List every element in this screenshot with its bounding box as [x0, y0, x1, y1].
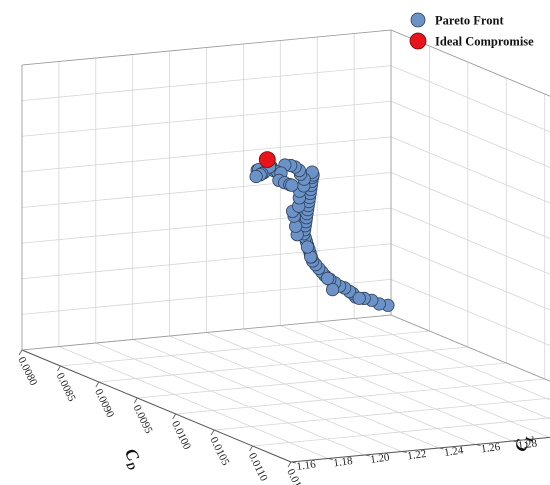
- back-wall-grid-line: [390, 172, 550, 240]
- floor-grid-line: [132, 339, 402, 452]
- legend: Pareto Front Ideal Compromise: [409, 12, 534, 50]
- legend-label-pareto-front: Pareto Front: [435, 14, 504, 28]
- x-axis-title: CD: [118, 445, 146, 472]
- wall-edge: [21, 29, 392, 66]
- axes-frame: [18, 29, 550, 468]
- x-tick-mark: [210, 429, 215, 436]
- y-tick-label: 1.24: [443, 444, 464, 459]
- floor-grid-line: [317, 321, 550, 420]
- data-points: [249, 151, 395, 312]
- y-tick-label: 1.28: [517, 437, 538, 452]
- y-tick-label: 1.26: [480, 441, 501, 456]
- x-tick-label: 0.0080: [15, 355, 39, 388]
- y-tick-mark: [512, 440, 518, 443]
- x-tick-mark: [249, 445, 253, 452]
- floor-grid-line: [243, 328, 513, 442]
- x-tick-mark: [18, 349, 23, 356]
- pareto-front-point: [285, 178, 299, 192]
- wall-edge: [390, 29, 550, 97]
- y-tick-mark: [327, 458, 333, 460]
- left-wall-grid-line: [21, 65, 392, 102]
- x-tick-mark: [57, 365, 61, 372]
- left-wall-grid-line: [21, 243, 392, 280]
- y-tick-mark: [401, 451, 407, 453]
- floor-grid-line: [95, 342, 365, 456]
- left-wall-grid-line: [21, 172, 392, 208]
- x-tick-label: 0.0105: [207, 435, 231, 468]
- floor-grid-line: [169, 335, 439, 449]
- y-tick-mark: [290, 461, 297, 464]
- legend-marker-pareto-front: [410, 12, 426, 28]
- pareto-front-point: [352, 291, 366, 305]
- back-wall-grid-line: [390, 243, 550, 311]
- ideal-compromise-point: [258, 151, 276, 169]
- back-wall-grid-line: [390, 100, 550, 168]
- x-tick-label: 0.0085: [54, 371, 78, 404]
- back-wall-grid-line: [390, 279, 550, 347]
- floor-grid-line: [58, 346, 329, 459]
- floor-grid-line: [353, 318, 550, 401]
- y-tick-mark: [475, 444, 481, 446]
- pareto-front-point: [325, 282, 340, 297]
- y-tick-label: 1.18: [333, 455, 354, 470]
- floor-edge: [390, 314, 550, 382]
- floor-grid-line: [206, 332, 476, 445]
- left-wall-grid-line: [21, 136, 392, 173]
- pareto-front-point: [320, 271, 335, 285]
- back-wall-grid-line: [390, 207, 550, 275]
- y-axis-title: CL: [511, 431, 537, 454]
- x-tick-label: 0.0095: [131, 403, 155, 436]
- back-wall-grid-line: [390, 136, 550, 204]
- y-tick-label: 1.16: [296, 458, 317, 473]
- left-wall-grid-line: [21, 207, 392, 244]
- left-wall-grid-line: [21, 100, 392, 137]
- floor-grid-line: [280, 325, 550, 438]
- x-tick-label: 0.0100: [169, 419, 193, 452]
- x-tick-label: 0.0090: [92, 387, 116, 420]
- floor-edge: [21, 314, 392, 351]
- floor-grid-line: [252, 417, 550, 447]
- y-tick-label: 1.20: [370, 451, 391, 466]
- x-tick-mark: [287, 461, 292, 468]
- legend-label-ideal-compromise: Ideal Compromise: [435, 35, 534, 49]
- x-tick-mark: [133, 397, 138, 404]
- y-tick-mark: [364, 454, 370, 457]
- x-tick-mark: [172, 413, 177, 420]
- x-tick-mark: [95, 381, 100, 388]
- legend-marker-ideal-compromise: [409, 32, 427, 50]
- pareto-front-point: [249, 169, 263, 184]
- x-axis-line: [21, 349, 292, 463]
- pareto-front-point: [300, 240, 315, 254]
- back-wall-grid-line: [390, 65, 550, 133]
- y-tick-mark: [438, 447, 444, 450]
- x-tick-label: 0.0110: [246, 451, 270, 484]
- y-tick-label: 1.22: [406, 448, 427, 463]
